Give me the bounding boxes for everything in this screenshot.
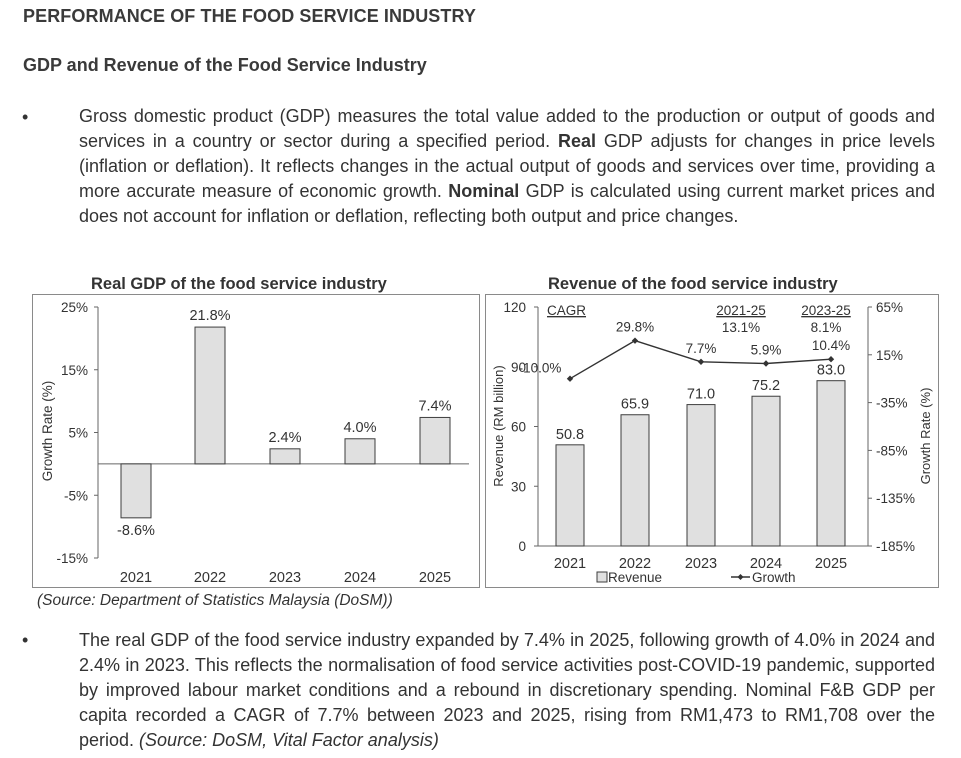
revenue-chart-title: Revenue of the food service industry (548, 275, 838, 293)
gdp-definition-paragraph: Gross domestic product (GDP) measures th… (79, 104, 935, 229)
gdp-y-tick-label: 5% (68, 426, 88, 441)
gdp-data-label: 4.0% (343, 420, 376, 436)
growth-point-2025 (827, 355, 835, 363)
gdp-growth-paragraph: The real GDP of the food service industr… (79, 628, 935, 753)
gdp-bar-2025 (419, 416, 451, 465)
gdp-x-tick-label: 2023 (269, 570, 301, 586)
revenue-y2-tick-label: -135% (876, 491, 915, 506)
growth-point-2021 (566, 375, 574, 382)
revenue-x-tick-label: 2023 (685, 556, 717, 572)
para1-bold-nominal: Nominal (448, 181, 520, 201)
growth-data-label: 7.7% (686, 341, 717, 356)
para1-text-1: Gross domestic product (GDP) measures th… (79, 106, 935, 151)
revenue-y2-tick-label: 65% (876, 300, 903, 315)
cagr-label: CAGR (547, 303, 586, 318)
gdp-data-label: 21.8% (189, 308, 230, 324)
revenue-y2-tick-label: -185% (876, 539, 915, 554)
bullet-1: • (22, 107, 29, 127)
cagr-value: 13.1% (722, 320, 760, 335)
gdp-data-label: 7.4% (418, 398, 451, 414)
growth-data-label: 5.9% (751, 342, 782, 357)
gdp-data-label: 2.4% (268, 430, 301, 446)
revenue-y2-tick-label: -35% (876, 396, 908, 411)
revenue-bar-2023 (686, 404, 716, 547)
revenue-x-tick-label: 2025 (815, 556, 847, 572)
revenue-y-tick-label: 30 (511, 479, 526, 494)
revenue-chart: 0 30 60 90 120 -185% -135% -85% -35% 15% 65% 50.8 20… (491, 300, 933, 585)
gdp-y-tick-label: -15% (56, 551, 88, 566)
legend-revenue-label: Revenue (608, 570, 662, 585)
cagr-period: 2023-25 (801, 303, 851, 318)
revenue-bar-2022 (620, 414, 650, 547)
revenue-y-axis-title: Revenue (RM billion) (491, 365, 506, 486)
growth-point-2023 (697, 358, 705, 365)
revenue-bar-2024 (751, 395, 781, 547)
section-subheading: GDP and Revenue of the Food Service Indu… (23, 55, 427, 75)
revenue-y-tick-label: 60 (511, 420, 526, 435)
gdp-chart: -15% -5% 5% 15% 25% -8.6% 2021 21.8% 2022 2.4% 202… (40, 300, 469, 586)
revenue-data-label: 65.9 (621, 397, 649, 413)
growth-point-2022 (631, 337, 639, 344)
gdp-bar-2022 (194, 326, 226, 465)
revenue-y-tick-label: 0 (518, 539, 526, 554)
para1-text-2: GDP adjusts for changes in price levels … (79, 131, 935, 201)
revenue-data-label: 71.0 (687, 387, 715, 403)
gdp-y-axis-title: Growth Rate (%) (40, 381, 55, 482)
gdp-chart-frame: -15% -5% 5% 15% 25% -8.6% 2021 21.8% 2022 2.4% 202… (32, 294, 480, 588)
legend-growth-marker (737, 574, 744, 580)
gdp-x-tick-label: 2025 (419, 570, 451, 586)
bullet-2: • (22, 630, 29, 650)
revenue-x-tick-label: 2024 (750, 556, 782, 572)
gdp-x-tick-label: 2024 (344, 570, 376, 586)
revenue-x-tick-label: 2022 (619, 556, 651, 572)
growth-data-label: 10.4% (812, 338, 850, 353)
gdp-y-tick-label: 25% (61, 300, 88, 315)
revenue-data-label: 75.2 (752, 378, 780, 394)
cagr-period: 2021-25 (716, 303, 766, 318)
growth-point-2024 (762, 360, 770, 367)
revenue-bar-2021 (555, 444, 585, 547)
gdp-x-tick-label: 2022 (194, 570, 226, 586)
para1-bold-real: Real (558, 131, 597, 151)
revenue-y-tick-label: 120 (503, 300, 526, 315)
gdp-y-tick-label: 15% (61, 363, 88, 378)
growth-data-label: -10.0% (519, 361, 562, 376)
gdp-y-tick-label: -5% (64, 488, 88, 503)
para2-text: The real GDP of the food service industr… (79, 630, 935, 750)
revenue-x-tick-label: 2021 (554, 556, 586, 572)
revenue-data-label: 50.8 (556, 427, 584, 443)
legend-growth-label: Growth (752, 570, 796, 585)
gdp-bar-2024 (344, 438, 376, 465)
page-heading: PERFORMANCE OF THE FOOD SERVICE INDUSTRY (23, 6, 477, 26)
chart-source-note: (Source: Department of Statistics Malays… (37, 592, 393, 609)
revenue-y-tick-label: 90 (511, 360, 526, 375)
revenue-data-label: 83.0 (817, 363, 845, 379)
para1-text-3: GDP is calculated using current market p… (79, 181, 935, 226)
revenue-y2-tick-label: 15% (876, 348, 903, 363)
gdp-chart-title: Real GDP of the food service industry (91, 275, 387, 293)
para2-source: (Source: DoSM, Vital Factor analysis) (139, 730, 439, 750)
revenue-y2-tick-label: -85% (876, 443, 908, 458)
gdp-x-tick-label: 2021 (120, 570, 152, 586)
revenue-y2-axis-title: Growth Rate (%) (918, 388, 933, 485)
growth-data-label: 29.8% (616, 320, 654, 335)
revenue-bar-2025 (816, 380, 846, 547)
revenue-chart-frame: 0 30 60 90 120 -185% -135% -85% -35% 15% 65% 50.8 20… (485, 294, 939, 588)
gdp-bar-2021 (120, 463, 152, 519)
gdp-bar-2023 (269, 448, 301, 465)
gdp-data-label: -8.6% (117, 523, 155, 539)
cagr-value: 8.1% (811, 320, 842, 335)
legend-revenue-swatch (596, 571, 608, 583)
